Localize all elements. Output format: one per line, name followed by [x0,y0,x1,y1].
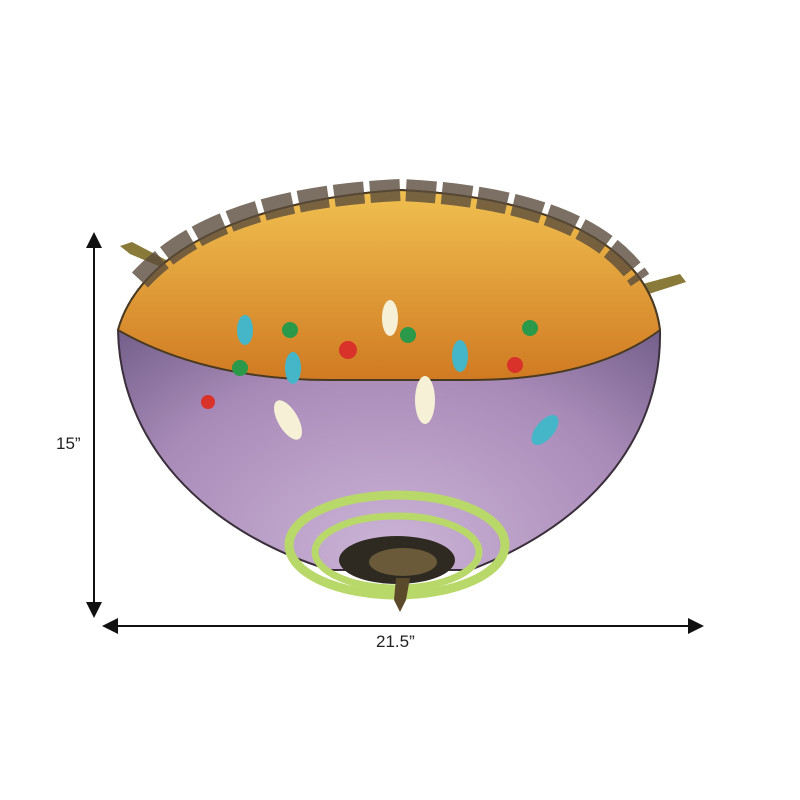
height-label: 15” [56,434,81,453]
width-label: 21.5” [376,632,415,651]
bottom-finial [394,578,410,612]
lamp-shade [116,178,662,600]
